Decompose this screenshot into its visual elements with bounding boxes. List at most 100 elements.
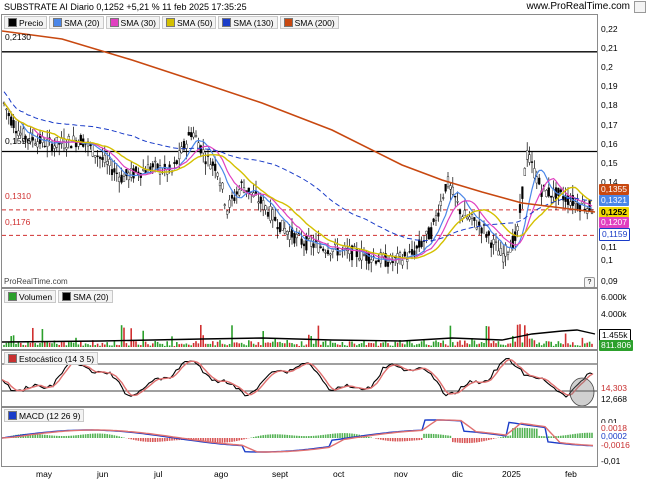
macd-histogram-bar [315,435,317,438]
candle-body [233,197,236,201]
volume-bar [272,341,274,347]
help-icon[interactable]: ? [584,277,595,287]
volume-bar [526,333,528,347]
month-label: ago [214,469,229,479]
candle-body [278,222,282,233]
volume-bar [521,342,524,347]
macd-histogram-bar [401,438,404,442]
volume-bar [118,345,120,347]
volume-bar [284,343,286,347]
legend-volume-sma[interactable]: SMA (20) [58,290,113,303]
price-chart[interactable] [2,15,597,287]
macd-histogram-bar [516,427,519,438]
legend-sma50[interactable]: SMA (50) [161,16,217,29]
legend-sma20[interactable]: SMA (20) [49,16,104,29]
macd-histogram-bar [411,438,413,441]
candle-body [374,260,378,264]
volume-bar [389,345,392,347]
candle-body [134,166,138,172]
macd-histogram-bar [334,433,336,438]
candle-body [209,164,212,170]
macd-panel[interactable]: MACD (12 26 9) [1,407,598,467]
legend-volume[interactable]: Volumen [4,290,57,303]
volume-bar [444,344,447,347]
macd-histogram-bar [336,433,339,438]
legend-stochastic[interactable]: Estocástico (14 3 5) [4,352,99,365]
macd-histogram-bar [96,433,99,438]
volume-bar [36,344,39,347]
chart-title: SUBSTRATE AI Diario 0,1252 +5,21 % 11 fe… [4,2,247,12]
volume-bar [560,343,562,347]
level-label-resistance: 0,1596 [5,136,31,146]
macd-histogram-bar [257,435,260,438]
macd-histogram-bar [519,427,521,438]
volume-bar [108,345,111,347]
stochastic-chart[interactable] [2,351,597,406]
macd-histogram-bar [118,436,120,438]
macd-chart[interactable] [2,408,597,466]
candle-body [559,189,562,193]
volume-bar [562,344,564,347]
volume-bar [480,342,483,347]
macd-histogram-bar [346,433,348,438]
volume-bar [250,341,252,347]
macd-axis: 0,01 -0,01 [597,407,650,466]
volume-bar [591,343,593,347]
macd-histogram-bar [159,438,161,442]
volume-bar [87,344,89,347]
macd-histogram-bar [555,436,557,438]
macd-histogram-bar [581,433,584,438]
candle-body [228,199,231,208]
volume-bar [425,344,428,347]
candle-body [218,182,222,187]
stochastic-panel[interactable]: Estocástico (14 3 5) [1,350,598,407]
volume-bar [51,343,53,347]
volume-bar [437,342,440,347]
volume-sma-line [2,329,596,343]
candle-body [401,260,404,266]
brand-label[interactable]: www.ProRealTime.com [526,1,630,12]
stochastic-legend: Estocástico (14 3 5) [4,352,99,365]
candle-body [154,160,157,163]
volume-chart[interactable] [2,289,597,349]
candle-body [43,145,46,148]
legend-sma30[interactable]: SMA (30) [105,16,160,29]
macd-histogram-bar [104,433,106,438]
volume-bar [128,345,130,347]
volume-bar [543,343,545,347]
volume-bar [555,343,557,347]
volume-bar [5,342,8,347]
candle-body [132,168,135,179]
legend-macd[interactable]: MACD (12 26 9) [4,409,85,422]
legend-price[interactable]: Precio [4,16,48,29]
macd-histogram-bar [243,438,245,440]
macd-histogram-bar [452,438,454,443]
legend-sma200[interactable]: SMA (200) [279,16,339,29]
volume-bar [224,344,226,347]
volume-bar [44,341,46,347]
volume-bar [82,345,84,347]
volume-bar [60,341,63,347]
price-panel[interactable]: Precio SMA (20) SMA (30) SMA (50) SMA (1… [1,14,598,288]
macd-histogram-bar [84,434,87,438]
volume-bar [298,345,300,347]
macd-histogram-bar [480,438,483,442]
macd-histogram-bar [576,433,579,438]
volume-panel[interactable]: Volumen SMA (20) [1,288,598,350]
candle-body [535,176,538,184]
macd-histogram-bar [224,438,226,443]
macd-histogram-bar [293,435,296,438]
candle-body [326,250,330,255]
volume-bar [490,343,492,347]
macd-histogram-bar [382,438,384,441]
macd-histogram-bar [548,436,550,438]
macd-histogram-bar [231,438,233,442]
macd-histogram-bar [444,435,447,438]
legend-sma130[interactable]: SMA (130) [218,16,278,29]
macd-histogram-bar [65,435,68,438]
volume-bar [149,345,152,347]
volume-bar [202,335,204,347]
macd-histogram-bar [310,435,312,438]
volume-bar [178,344,180,347]
close-icon[interactable] [634,1,646,13]
